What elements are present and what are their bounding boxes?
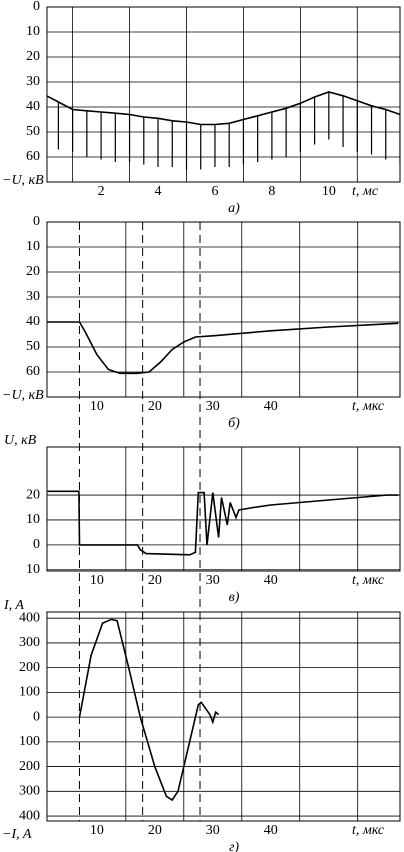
x-tick-label: 30 <box>206 573 220 588</box>
y-tick-label: 400 <box>19 610 40 625</box>
data-line <box>78 618 220 802</box>
x-tick-label: 20 <box>148 823 162 838</box>
y-tick-label: 50 <box>26 339 40 354</box>
caption: а) <box>228 201 240 216</box>
caption: г) <box>229 840 239 852</box>
plot-frame <box>46 221 401 398</box>
x-tick-label: 20 <box>148 399 162 414</box>
data-line <box>47 490 399 556</box>
y-tick-label: 50 <box>26 124 40 139</box>
x-tick-label: 40 <box>264 573 278 588</box>
data-line <box>47 91 400 126</box>
x-tick-label: 40 <box>264 399 278 414</box>
data-line <box>47 321 399 375</box>
x-tick-label: 2 <box>98 184 105 199</box>
y-tick-label: 30 <box>26 289 40 304</box>
y-tick-label: 400 <box>19 808 40 823</box>
y-tick-label: 30 <box>26 74 40 89</box>
y-axis-label: −I, A <box>2 827 32 842</box>
y-axis-label: U, кВ <box>4 433 37 448</box>
x-axis-label: t, мкс <box>352 573 385 588</box>
y-tick-label: 100 <box>19 734 40 749</box>
x-tick-label: 30 <box>206 823 220 838</box>
y-tick-label: 0 <box>33 537 40 552</box>
x-tick-label: 40 <box>264 823 278 838</box>
y-tick-label: 60 <box>26 364 40 379</box>
y-tick-label: 10 <box>26 512 40 527</box>
plot-frame <box>46 446 401 572</box>
y-tick-label: 200 <box>19 660 40 675</box>
x-axis-label: t, мкс <box>352 823 385 838</box>
y-tick-label: 20 <box>26 264 40 279</box>
x-tick-label: 20 <box>148 573 162 588</box>
y-tick-label: 300 <box>19 784 40 799</box>
x-tick-label: 8 <box>268 184 275 199</box>
y-tick-label: 0 <box>33 709 40 724</box>
y-tick-label: 0 <box>33 214 40 229</box>
x-tick-label: 10 <box>90 573 104 588</box>
y-tick-label: 60 <box>26 149 40 164</box>
x-axis-label: t, мс <box>352 184 379 199</box>
y-tick-label: 10 <box>26 239 40 254</box>
y-axis-label: −U, кВ <box>2 173 44 188</box>
x-tick-label: 4 <box>155 184 162 199</box>
y-axis-label: I, A <box>3 598 24 613</box>
y-tick-label: 0 <box>33 0 40 14</box>
y-tick-label: 10 <box>26 562 40 577</box>
caption: б) <box>228 416 240 431</box>
y-tick-label: 300 <box>19 635 40 650</box>
x-tick-label: 6 <box>211 184 218 199</box>
x-tick-label: 30 <box>206 399 220 414</box>
x-tick-label: 10 <box>90 399 104 414</box>
y-tick-label: 10 <box>26 24 40 39</box>
caption: в) <box>229 590 240 605</box>
y-tick-label: 20 <box>26 487 40 502</box>
x-tick-label: 10 <box>90 823 104 838</box>
y-tick-label: 100 <box>19 685 40 700</box>
y-tick-label: 200 <box>19 759 40 774</box>
x-axis-label: t, мкс <box>352 399 385 414</box>
y-tick-label: 20 <box>26 49 40 64</box>
x-tick-label: 10 <box>322 184 336 199</box>
y-tick-label: 40 <box>26 314 40 329</box>
plot-frame <box>46 6 401 183</box>
y-axis-label: −U, кВ <box>2 388 44 403</box>
y-tick-label: 40 <box>26 99 40 114</box>
plot-frame <box>46 611 401 822</box>
